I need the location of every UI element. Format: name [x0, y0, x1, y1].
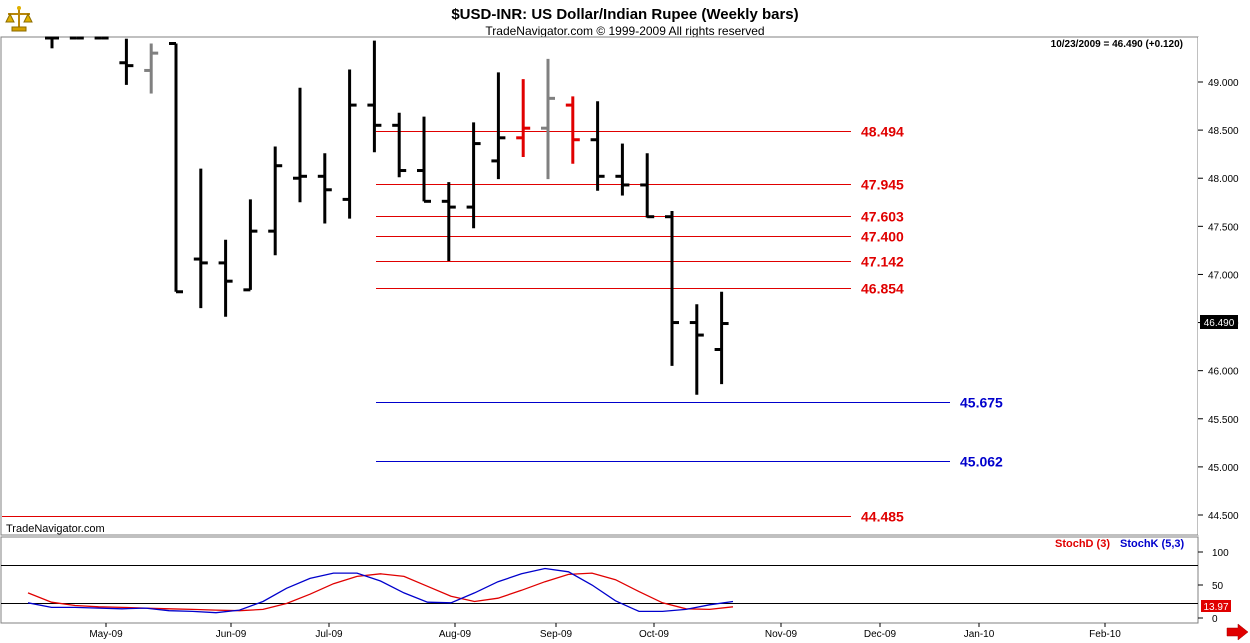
ohlc-bar: [590, 101, 605, 191]
price-tick-label: 48.000: [1208, 174, 1239, 185]
red-arrow-right-icon[interactable]: [1226, 623, 1249, 641]
ohlc-bar: [144, 43, 159, 94]
time-tick-label: Jan-10: [964, 629, 995, 640]
ohlc-bar: [714, 291, 729, 385]
ohlc-bar: [516, 79, 531, 158]
ohlc-bar: [491, 72, 506, 180]
price-tick-label: 49.000: [1208, 78, 1239, 89]
chart-title: $USD-INR: US Dollar/Indian Rupee (Weekly…: [451, 6, 798, 23]
level-label: 47.142: [861, 254, 904, 270]
price-tick-label: 47.500: [1208, 222, 1239, 233]
time-tick-label: Aug-09: [439, 629, 472, 640]
price-tick-label: 45.500: [1208, 415, 1239, 426]
time-tick-label: Jun-09: [216, 629, 247, 640]
ohlc-bar: [243, 199, 258, 292]
level-label: 45.062: [960, 454, 1003, 470]
level-label: 46.854: [861, 281, 904, 297]
level-label: 47.945: [861, 177, 904, 193]
ohlc-bar: [218, 239, 233, 317]
oscillator-axis-ticks: 100 50 0: [1198, 548, 1229, 625]
time-tick-label: Dec-09: [864, 629, 897, 640]
oscillator-panel: [0, 536, 1199, 624]
ohlc-bar: [169, 42, 183, 294]
ohlc-bar: [193, 168, 208, 309]
time-axis: [1, 624, 1198, 642]
ohlc-bar: [417, 116, 431, 203]
last-price-info: 10/23/2009 = 46.490 (+0.120): [1051, 39, 1183, 50]
ohlc-bar: [342, 69, 357, 219]
osc-tick-label: 0: [1212, 614, 1218, 625]
legend-stochd: StochD (3): [1055, 538, 1110, 550]
oscillator-lines: [27, 567, 734, 614]
level-label: 48.494: [861, 124, 904, 140]
osc-last-marker: [1201, 600, 1231, 612]
ohlc-bar: [640, 153, 655, 219]
osc-last-label: 13.97: [1203, 602, 1228, 613]
ohlc-bar: [268, 146, 283, 256]
level-label: 45.675: [960, 395, 1003, 411]
ohlc-bar: [293, 87, 307, 203]
ohlc-bar: [69, 36, 84, 40]
ohlc-bar: [94, 36, 109, 40]
price-tick-label: 47.000: [1208, 270, 1239, 281]
time-tick-label: Feb-10: [1089, 629, 1121, 640]
price-panel: [0, 36, 1199, 536]
price-tick-label: 45.000: [1208, 463, 1239, 474]
time-tick-label: May-09: [89, 629, 123, 640]
ohlc-bar: [317, 153, 332, 224]
time-tick-label: Sep-09: [540, 629, 573, 640]
ohlc-bar: [367, 40, 382, 153]
ohlc-bar: [615, 143, 630, 196]
level-label: 47.603: [861, 209, 904, 225]
legend-stochk: StochK (5,3): [1120, 538, 1185, 550]
time-axis-ticks: May-09 Jun-09 Jul-09 Aug-09 Sep-09 Oct-09 Nov-…: [89, 623, 1121, 640]
ohlc-bar: [689, 304, 704, 395]
last-price-marker: [1200, 315, 1238, 329]
ohlc-bar: [45, 36, 59, 49]
oscillator-series-line: [27, 567, 734, 614]
price-axis: [1198, 37, 1249, 535]
osc-tick-label: 50: [1212, 581, 1224, 592]
ohlc-bar: [541, 58, 555, 180]
ohlc-bar: [392, 112, 407, 178]
price-bars: [45, 36, 729, 395]
ohlc-bar: [565, 96, 580, 164]
ohlc-bar: [441, 182, 456, 261]
scales-logo-icon: [4, 4, 34, 34]
osc-tick-label: 100: [1212, 548, 1229, 559]
ohlc-bar: [466, 122, 481, 229]
level-label: 44.485: [861, 509, 904, 525]
level-label: 47.400: [861, 229, 904, 245]
watermark: TradeNavigator.com: [6, 523, 105, 535]
level-lines: 48.494 47.945 47.603 47.400 47.142 46.854 45.6…: [2, 124, 1003, 525]
price-tick-label: 46.000: [1208, 367, 1239, 378]
price-tick-label: 48.500: [1208, 126, 1239, 137]
time-tick-label: Jul-09: [315, 629, 343, 640]
ohlc-bar: [119, 38, 134, 85]
time-tick-label: Nov-09: [765, 629, 798, 640]
chart-subtitle: TradeNavigator.com © 1999-2009 All right…: [485, 24, 764, 38]
last-price-label: 46.490: [1204, 318, 1235, 329]
price-tick-label: 44.500: [1208, 511, 1239, 522]
ohlc-bar: [665, 210, 679, 366]
time-tick-label: Oct-09: [639, 629, 669, 640]
